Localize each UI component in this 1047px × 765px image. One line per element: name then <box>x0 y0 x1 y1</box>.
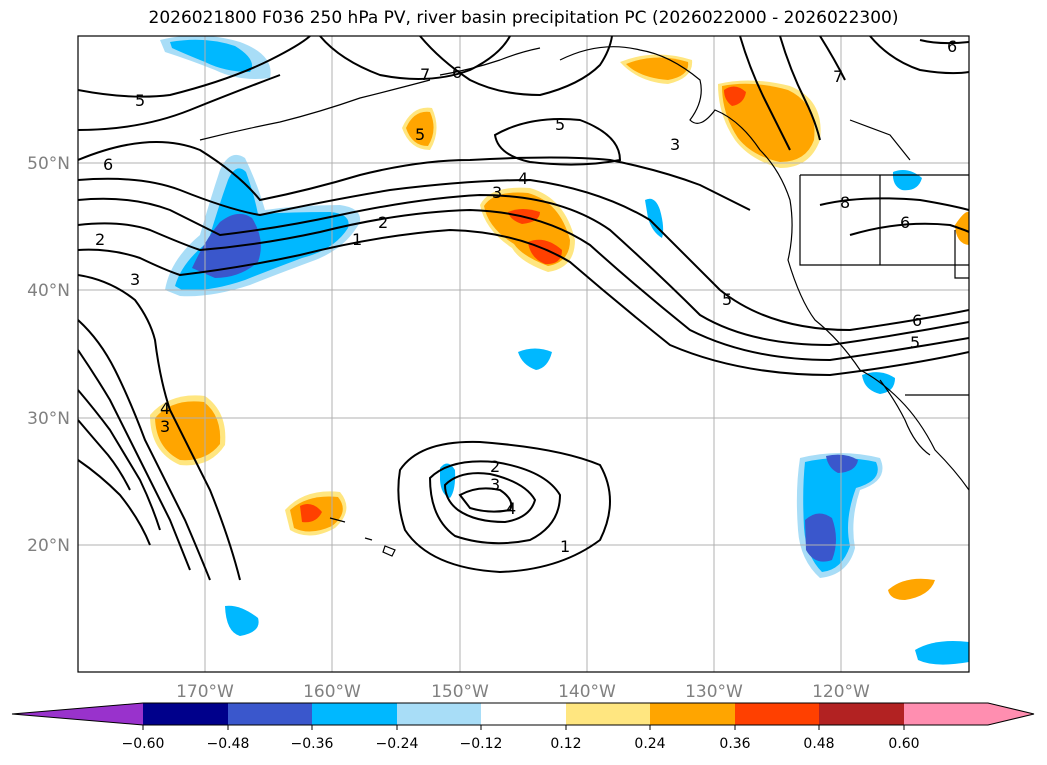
colorbar-tick-label: −0.24 <box>376 736 419 752</box>
contour-label: 5 <box>910 333 920 352</box>
contour-label: 2 <box>95 230 105 249</box>
colorbar-tick-label: −0.36 <box>291 736 334 752</box>
colorbar-min-extension <box>12 703 143 725</box>
negative-anomaly-blob-aleutian <box>160 36 271 79</box>
contour-label: 3 <box>670 135 680 154</box>
contour-label: 4 <box>160 399 170 418</box>
contour-label: 7 <box>833 67 843 86</box>
graticule <box>78 36 969 672</box>
colorbar-bin <box>143 703 228 725</box>
lat-label: 20°N <box>27 536 70 556</box>
pv-contours <box>78 36 969 581</box>
contour-label: 1 <box>560 537 570 556</box>
contour-label: 5 <box>555 115 565 134</box>
contour-label: 3 <box>130 270 140 289</box>
negative-anomaly-blob-hawaii <box>440 463 456 498</box>
contour-label: 7 <box>420 65 430 84</box>
map-title: 2026021800 F036 250 hPa PV, river basin … <box>148 8 899 28</box>
precip-pc-shading <box>150 36 969 665</box>
colorbar-bin <box>819 703 904 725</box>
longitude-labels: 170°W 160°W 150°W 140°W 130°W 120°W <box>176 682 870 702</box>
contour-label: 1 <box>352 230 362 249</box>
colorbar-bin <box>904 703 988 725</box>
lat-label: 50°N <box>27 154 70 174</box>
colorbar-bin <box>735 703 819 725</box>
colorbar-bin <box>566 703 650 725</box>
colorbar-max-extension <box>988 703 1034 725</box>
colorbar-tick-label: 0.24 <box>634 736 665 752</box>
contour-label: 6 <box>912 311 922 330</box>
contour-label: 6 <box>103 155 113 174</box>
colorbar-bin <box>228 703 312 725</box>
contour-label: 3 <box>490 475 500 494</box>
colorbar: −0.60 −0.48 −0.36 −0.24 −0.12 0.12 0.24 … <box>11 702 1035 752</box>
contour-label: 8 <box>840 193 850 212</box>
negative-anomaly-blob-mexico <box>796 453 883 578</box>
coastlines <box>199 46 969 557</box>
lon-label: 140°W <box>558 682 616 702</box>
lon-label: 150°W <box>431 682 489 702</box>
contour-label: 2 <box>490 457 500 476</box>
lat-label: 40°N <box>27 281 70 301</box>
contour-label: 5 <box>415 125 425 144</box>
contour-label: 6 <box>452 63 462 82</box>
contour-label: 3 <box>492 183 502 202</box>
lon-label: 130°W <box>685 682 743 702</box>
latitude-labels: 50°N 40°N 30°N 20°N <box>27 154 70 556</box>
colorbar-tick-label: 0.12 <box>550 736 581 752</box>
colorbar-tick-label: 0.48 <box>803 736 834 752</box>
lon-label: 160°W <box>303 682 361 702</box>
negative-anomaly-blob-se <box>915 641 969 665</box>
negative-anomaly-blob-mid <box>518 348 552 370</box>
positive-anomaly-blob-aleutian-small <box>402 107 437 150</box>
negative-anomaly-blob-south <box>225 605 259 636</box>
lon-label: 170°W <box>176 682 234 702</box>
map-frame <box>77 35 970 673</box>
colorbar-tick-label: −0.48 <box>207 736 250 752</box>
contour-label: 3 <box>160 417 170 436</box>
positive-anomaly-blob-hawaii-west <box>285 491 347 536</box>
contour-label: 5 <box>722 290 732 309</box>
positive-anomaly-blob-central <box>480 187 575 272</box>
contour-label: 2 <box>378 213 388 232</box>
contour-label: 5 <box>135 91 145 110</box>
positive-anomaly-blob-mexico-south <box>888 578 935 600</box>
contour-label: 6 <box>947 37 957 56</box>
colorbar-bin <box>650 703 735 725</box>
lon-label: 120°W <box>812 682 870 702</box>
colorbar-tick-label: 0.60 <box>888 736 919 752</box>
colorbar-tick-label: −0.12 <box>460 736 503 752</box>
colorbar-tick-label: −0.60 <box>122 736 165 752</box>
contour-label: 4 <box>506 499 516 518</box>
contour-label: 6 <box>900 213 910 232</box>
colorbar-bin <box>481 703 566 725</box>
colorbar-bin <box>397 703 481 725</box>
colorbar-bin <box>312 703 397 725</box>
positive-anomaly-blob-subtropical <box>150 395 226 466</box>
contour-label: 4 <box>518 169 528 188</box>
lat-label: 30°N <box>27 409 70 429</box>
contour-labels: 5 6 7 6 5 3 5 2 1 3 4 3 2 5 6 7 8 6 3 4 … <box>95 37 957 556</box>
colorbar-tick-label: 0.36 <box>719 736 750 752</box>
positive-anomaly-blob-pnw <box>718 80 821 168</box>
